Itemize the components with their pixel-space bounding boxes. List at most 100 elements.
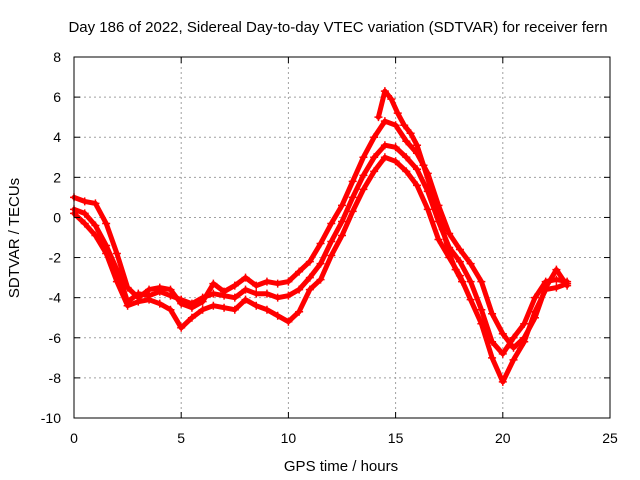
data-point bbox=[488, 353, 497, 362]
data-point bbox=[413, 141, 422, 150]
data-point bbox=[198, 293, 207, 302]
x-tick-label: 10 bbox=[281, 430, 297, 446]
data-point bbox=[134, 289, 143, 298]
data-point bbox=[305, 257, 314, 266]
data-point bbox=[80, 209, 89, 218]
data-point bbox=[477, 277, 486, 286]
data-point bbox=[230, 281, 239, 290]
data-point bbox=[316, 259, 325, 268]
data-point bbox=[241, 285, 250, 294]
series-line bbox=[71, 154, 570, 385]
data-point bbox=[391, 157, 400, 166]
data-point bbox=[466, 259, 475, 268]
data-point bbox=[348, 193, 357, 202]
data-point bbox=[295, 267, 304, 276]
y-tick-label: 6 bbox=[53, 89, 61, 105]
data-point bbox=[284, 291, 293, 300]
x-tick-label: 5 bbox=[177, 430, 185, 446]
data-point bbox=[458, 277, 467, 286]
data-point bbox=[370, 153, 379, 162]
data-point bbox=[434, 235, 443, 244]
data-point bbox=[380, 141, 389, 150]
data-point bbox=[338, 231, 346, 240]
data-point bbox=[327, 237, 336, 246]
y-tick-label: 8 bbox=[53, 49, 61, 65]
data-point bbox=[455, 245, 464, 254]
data-point bbox=[273, 293, 282, 302]
data-point bbox=[241, 295, 250, 304]
data-point bbox=[80, 219, 89, 228]
y-tick-label: -10 bbox=[41, 410, 61, 426]
data-point bbox=[402, 153, 411, 162]
y-tick-label: -4 bbox=[49, 290, 62, 306]
data-point bbox=[316, 239, 325, 248]
data-point bbox=[520, 319, 529, 328]
data-point bbox=[91, 221, 100, 230]
data-point bbox=[316, 275, 325, 284]
data-point bbox=[541, 277, 550, 286]
data-point bbox=[391, 143, 400, 152]
data-point bbox=[252, 301, 261, 310]
series-line bbox=[71, 142, 570, 357]
data-point bbox=[477, 319, 486, 328]
data-point bbox=[359, 185, 368, 194]
tick-labels: 0 5 10 15 20 25 -10 -8 -6 -4 -2 0 2 4 6 8 bbox=[41, 49, 618, 446]
data-point bbox=[273, 311, 282, 320]
data-point bbox=[380, 117, 389, 126]
data-point bbox=[509, 333, 518, 342]
data-point bbox=[359, 153, 368, 162]
x-tick-label: 15 bbox=[388, 430, 404, 446]
data-point bbox=[102, 219, 111, 228]
data-point bbox=[220, 291, 229, 300]
data-point bbox=[445, 249, 454, 258]
data-point bbox=[370, 133, 379, 142]
data-point bbox=[220, 303, 229, 312]
data-point bbox=[80, 197, 89, 206]
data-point bbox=[209, 301, 218, 310]
data-point bbox=[520, 337, 529, 346]
series-line bbox=[375, 88, 465, 285]
data-point bbox=[466, 295, 475, 304]
data-point bbox=[387, 95, 396, 104]
data-point bbox=[91, 231, 100, 240]
data-point bbox=[509, 343, 518, 352]
data-point bbox=[425, 181, 434, 190]
data-point bbox=[241, 273, 250, 282]
data-point bbox=[541, 285, 550, 294]
data-point bbox=[327, 219, 336, 228]
data-point bbox=[455, 257, 464, 266]
data-point bbox=[552, 265, 561, 274]
data-point bbox=[380, 153, 389, 162]
x-tick-label: 20 bbox=[495, 430, 511, 446]
data-point bbox=[134, 297, 143, 306]
data-point bbox=[419, 161, 428, 170]
data-point bbox=[552, 283, 561, 292]
data-point bbox=[451, 265, 460, 274]
data-point bbox=[348, 207, 357, 216]
data-point bbox=[187, 299, 196, 308]
data-point bbox=[370, 167, 379, 176]
data-point bbox=[262, 289, 271, 298]
data-point bbox=[305, 285, 314, 294]
data-point bbox=[252, 289, 261, 298]
data-point bbox=[112, 249, 121, 258]
data-point bbox=[498, 377, 507, 386]
data-point bbox=[262, 305, 271, 314]
data-point bbox=[305, 273, 314, 282]
data-point bbox=[112, 277, 121, 286]
data-point bbox=[438, 225, 447, 234]
data-point bbox=[295, 285, 304, 294]
data-point bbox=[413, 181, 422, 190]
data-point bbox=[284, 277, 293, 286]
data-point bbox=[187, 313, 196, 322]
x-tick-label: 0 bbox=[70, 430, 78, 446]
data-point bbox=[177, 323, 186, 332]
data-point bbox=[198, 305, 207, 314]
data-point bbox=[102, 249, 111, 258]
data-point bbox=[488, 309, 497, 318]
ticks bbox=[73, 56, 611, 419]
y-tick-label: 2 bbox=[53, 169, 61, 185]
data-point bbox=[423, 205, 432, 214]
data-point bbox=[230, 293, 239, 302]
data-point bbox=[563, 279, 572, 288]
